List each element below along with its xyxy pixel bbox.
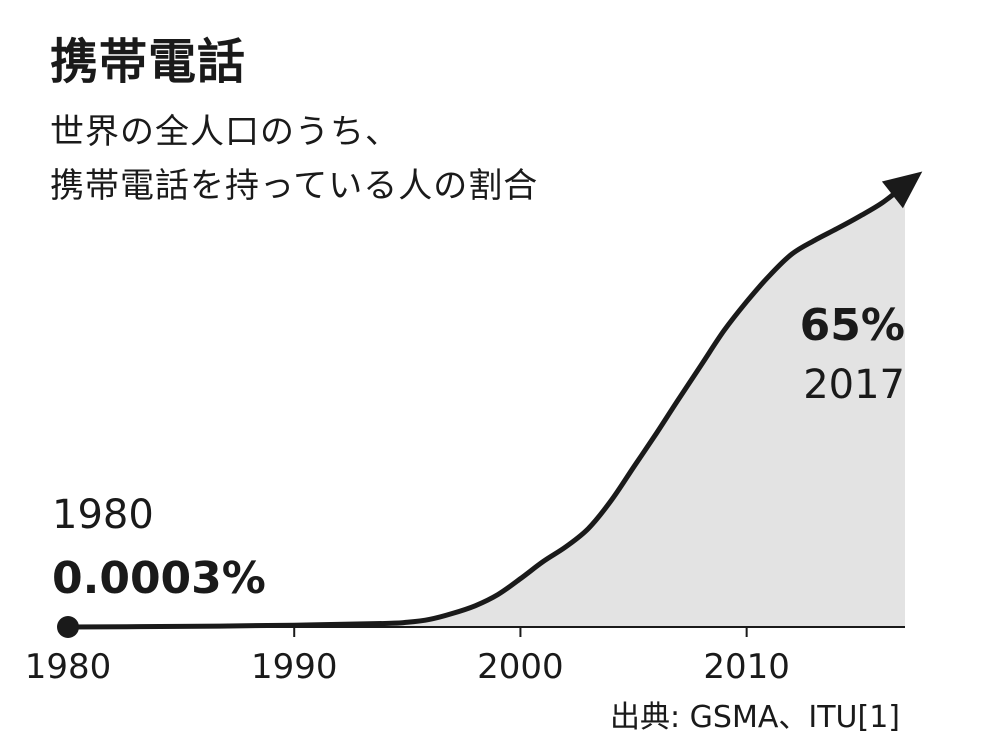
annotation-end-value: 65% (800, 300, 905, 351)
arrow-head-icon (881, 171, 923, 209)
x-tick-label: 1980 (25, 647, 112, 687)
x-tick-label: 1990 (251, 647, 338, 687)
chart-subtitle-line2: 携帯電話を持っている人の割合 (50, 166, 539, 206)
x-axis-ticks: 1980 1990 2000 2010 (25, 627, 790, 687)
start-point-marker (57, 615, 79, 638)
annotation-start-year: 1980 (52, 492, 154, 538)
chart-subtitle-line1: 世界の全人口のうち、 (50, 112, 400, 152)
annotation-start-value: 0.0003% (52, 553, 266, 604)
chart-title: 携帯電話 (50, 34, 247, 90)
annotation-end-year: 2017 (803, 362, 905, 408)
x-tick-label: 2000 (477, 647, 564, 687)
x-tick-label: 2010 (703, 647, 790, 687)
source-note: 出典: GSMA、ITU[1] (610, 700, 900, 735)
area-fill (68, 185, 905, 627)
series-line (67, 183, 907, 630)
